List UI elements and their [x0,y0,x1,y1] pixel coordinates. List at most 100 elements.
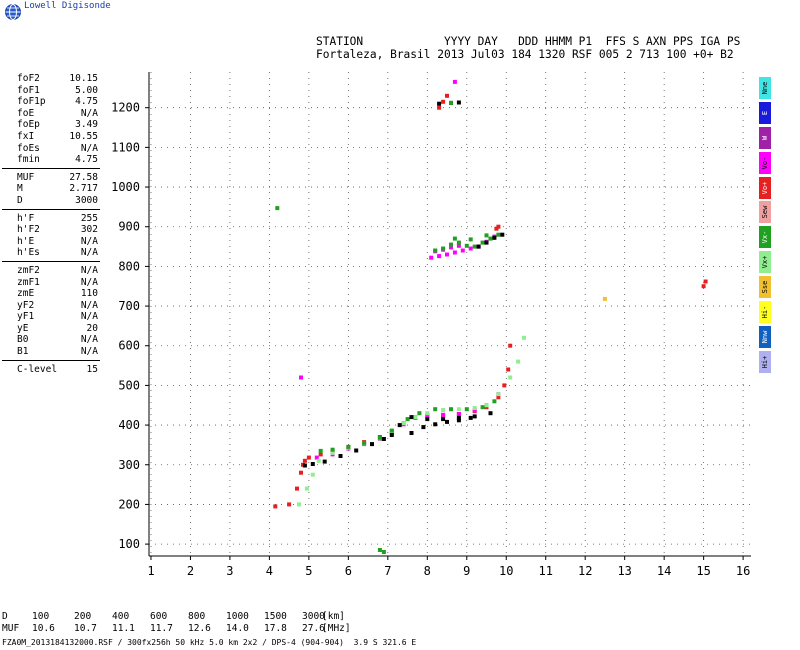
param-value: 5.00 [75,84,98,96]
data-point [381,437,386,441]
param-row: yF1 N/A [2,311,100,323]
x-tick-label: 9 [463,564,470,578]
data-point [299,375,303,380]
param-value: N/A [80,276,98,288]
y-tick-label: 500 [118,378,140,392]
data-point [456,243,461,248]
data-point [602,296,607,301]
data-point [496,232,501,237]
param-value: N/A [80,235,98,247]
data-point [508,375,513,380]
param-name: h'F [17,212,35,224]
param-row: foE N/A [2,108,100,120]
x-tick-label: 3 [226,564,233,578]
row-label: MUF [2,623,20,634]
data-point [346,444,351,449]
data-point [445,252,449,257]
data-point [522,335,526,340]
x-tick-label: 2 [187,564,194,578]
y-tick-label: 1100 [111,140,140,154]
row-label: D [2,611,8,622]
table-cell: 11.7 [150,623,173,634]
data-point [287,502,292,507]
data-point [302,458,307,463]
param-row: foEs N/A [2,143,100,155]
data-point [701,284,706,289]
param-name: foF1p [17,96,46,108]
data-point [456,407,461,412]
data-point [441,246,446,251]
data-point [330,447,335,452]
param-value: 10.15 [69,73,98,84]
ionogram-chart: 1 2 3 4 5 6 7 8 9 10 11 12 13 14 15 1610020030040050060… [111,72,751,578]
data-point [472,408,477,413]
data-point [464,243,469,248]
data-point [441,417,446,422]
data-point [449,407,453,412]
y-tick-label: 600 [118,339,140,353]
table-cell: 100 [32,611,50,622]
data-point [480,405,485,410]
param-row: yE 20 [2,323,100,335]
header-values-line: Fortaleza, Brasil 2013 Jul03 184 1320 RS… [316,48,734,61]
globe-icon [5,4,21,20]
param-value: 15 [86,363,98,375]
y-tick-label: 200 [118,497,140,511]
table-cell: 11.1 [112,623,135,634]
legend-item: Sse [759,276,771,299]
legend-label: Hi- [761,305,769,319]
param-name: h'F2 [17,224,40,236]
x-tick-label: 13 [617,564,631,578]
data-point [437,105,442,110]
param-row: foF1 5.00 [2,85,100,97]
param-name: yF2 [17,299,35,311]
data-point [502,383,507,388]
separator [2,260,100,262]
table-cell: 14.0 [226,623,249,634]
x-tick-label: 10 [499,564,513,578]
data-point [480,240,485,245]
legend-label: Vx- [761,231,769,244]
param-row: B0 N/A [2,334,100,346]
param-row: zmF2 N/A [2,265,100,277]
param-name: MUF [17,171,35,183]
data-point [449,100,453,105]
data-point [330,450,335,455]
data-point [377,548,382,552]
data-point [318,452,323,457]
legend-item: Vo- [759,151,771,174]
y-tick-label: 900 [118,220,140,234]
legend-label: Vx+ [761,255,769,269]
legend-item: Nne [759,77,771,99]
data-point [397,423,402,428]
x-tick-label: 16 [736,564,750,578]
param-row: foF2 10.15 [2,73,100,85]
param-value: N/A [80,334,98,346]
parameter-panel: foF2 10.15 foF1 5.00 foF1p 4.75 foE N/A foEp 3.49… [2,73,100,375]
legend-item: Vx+ [759,251,771,274]
data-point [304,486,309,491]
table-cell: 200 [74,611,92,622]
y-tick-label: 1200 [111,101,140,115]
param-name: yE [17,322,29,334]
param-name: D [17,194,23,206]
data-point [441,99,446,104]
param-row: D 3000 [2,195,100,207]
table-cell: 10.7 [74,623,97,634]
data-point [496,395,501,400]
y-tick-label: 100 [118,537,140,551]
table-cell: 10.6 [32,623,55,634]
table-cell: 400 [112,611,130,622]
legend-item: Vx- [759,226,771,249]
table-cell: 27.6 [302,623,325,634]
unit-label: [km] [322,611,345,622]
data-point [316,458,321,463]
data-point [338,454,343,458]
param-value: N/A [80,346,98,358]
param-name: fxI [17,130,35,142]
data-point [452,250,457,255]
legend-label: E [761,110,769,115]
y-tick-label: 700 [118,299,140,313]
data-point [476,244,481,249]
data-point [381,550,386,554]
